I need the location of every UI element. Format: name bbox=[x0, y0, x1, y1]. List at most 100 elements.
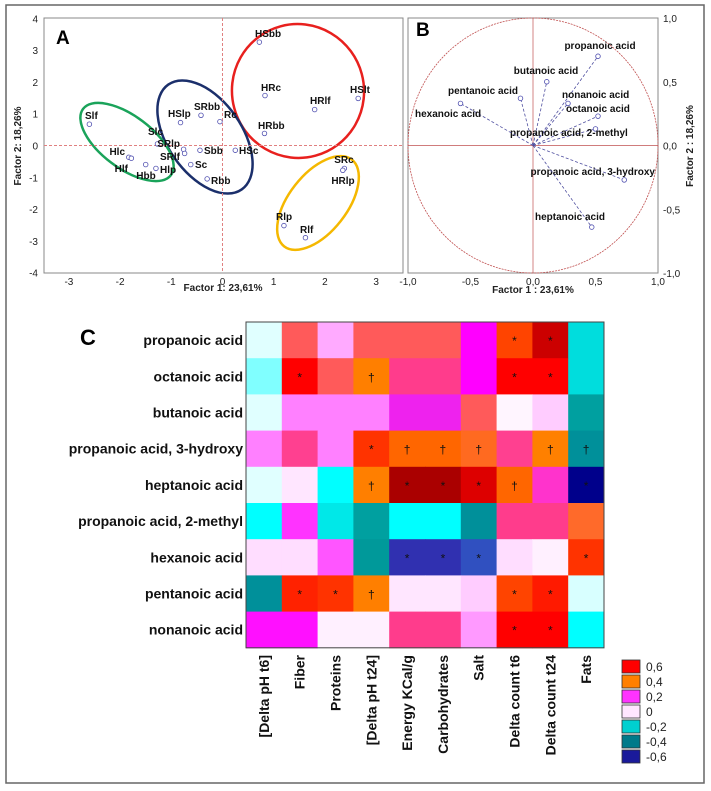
yellow-cluster-ellipse bbox=[275, 154, 361, 252]
panel-b-y-label: Factor 2 : 18,26% bbox=[685, 105, 696, 187]
heatmap-column-label: Salt bbox=[471, 655, 487, 681]
panel-a-score-plot: A Factor 1: 23,61% Factor 2: 18,26% -3 -2… bbox=[13, 14, 404, 294]
heatmap-cell bbox=[532, 358, 569, 395]
heatmap-cell bbox=[246, 611, 283, 649]
heatmap-cell bbox=[317, 466, 354, 504]
heatmap-cell bbox=[317, 575, 354, 613]
loading-vector bbox=[460, 103, 534, 146]
heatmap-cell bbox=[425, 575, 462, 613]
heatmap-cell bbox=[425, 503, 462, 540]
heatmap-cell bbox=[353, 539, 390, 576]
score-point bbox=[256, 39, 263, 45]
score-point-label: HSlp bbox=[168, 109, 191, 120]
legend-swatch bbox=[621, 689, 641, 704]
score-point-label: SRc bbox=[334, 155, 354, 166]
score-point-label: HSlt bbox=[350, 85, 371, 96]
panel-a-x-tick: 3 bbox=[373, 277, 379, 288]
heatmap-cell bbox=[425, 358, 462, 395]
score-point-label: HRc bbox=[261, 83, 281, 94]
heatmap-cell bbox=[317, 322, 354, 359]
heatmap-cell bbox=[532, 503, 569, 540]
heatmap-cell bbox=[317, 503, 354, 540]
score-point bbox=[355, 95, 361, 102]
significance-mark: * bbox=[584, 479, 589, 493]
heatmap-cell bbox=[496, 503, 533, 540]
significance-mark: * bbox=[548, 370, 553, 384]
significance-mark: * bbox=[369, 443, 374, 457]
significance-mark: * bbox=[476, 479, 481, 493]
loading-point bbox=[595, 113, 601, 119]
heatmap-cell bbox=[568, 466, 605, 504]
panel-b-x-tick: -1,0 bbox=[399, 277, 417, 288]
loading-label: butanoic acid bbox=[514, 66, 578, 77]
score-point-label: HSc bbox=[239, 146, 259, 157]
significance-mark: * bbox=[476, 551, 481, 565]
heatmap-cell bbox=[425, 611, 462, 649]
legend-label: 0,6 bbox=[646, 660, 663, 674]
significance-mark: † bbox=[475, 443, 482, 457]
heatmap-cell bbox=[532, 394, 569, 432]
significance-mark: † bbox=[368, 588, 375, 602]
heatmap-cell bbox=[460, 539, 498, 576]
score-point-label: Hlc bbox=[109, 147, 125, 158]
heatmap-cell bbox=[389, 430, 426, 468]
score-point-label: SRlp bbox=[157, 139, 180, 150]
score-point bbox=[197, 147, 203, 153]
loading-vector bbox=[532, 145, 625, 181]
heatmap-cell bbox=[460, 430, 498, 468]
heatmap-cell bbox=[568, 503, 605, 540]
heatmap-border bbox=[245, 321, 605, 649]
heatmap-column-label: Proteins bbox=[328, 655, 344, 711]
loading-point bbox=[565, 100, 571, 107]
score-point bbox=[204, 176, 210, 182]
score-point bbox=[154, 141, 161, 147]
heatmap-cell bbox=[568, 611, 605, 649]
heatmap-cell bbox=[353, 503, 390, 540]
heatmap-cell bbox=[425, 430, 462, 468]
loading-point bbox=[621, 177, 627, 183]
heatmap-cell bbox=[496, 358, 533, 395]
heatmap-column-label: Delta count t24 bbox=[542, 655, 558, 756]
panel-b-y-tick: 0,0 bbox=[663, 142, 677, 153]
heatmap-row-label: pentanoic acid bbox=[145, 586, 243, 602]
heatmap-cell bbox=[246, 466, 283, 504]
score-point-label: HSbb bbox=[255, 29, 281, 40]
score-point bbox=[340, 167, 346, 174]
heatmap-cell bbox=[389, 611, 426, 649]
significance-mark: * bbox=[548, 334, 553, 348]
heatmap-row-label: propanoic acid, 2-methyl bbox=[78, 513, 243, 529]
heatmap-cell bbox=[353, 466, 390, 504]
panel-c-letter: C bbox=[80, 325, 96, 350]
heatmap-cell bbox=[353, 358, 390, 395]
heatmap-cell bbox=[568, 539, 605, 576]
heatmap-cell bbox=[425, 322, 462, 359]
loading-vector bbox=[532, 145, 593, 228]
heatmap-cell bbox=[496, 539, 533, 576]
loading-label: octanoic acid bbox=[566, 104, 630, 115]
score-point-label: Rbb bbox=[211, 176, 230, 187]
score-point-label: HRbb bbox=[258, 121, 285, 132]
panel-b-y-tick: -0,5 bbox=[663, 205, 681, 216]
heatmap-column-label: Fats bbox=[578, 655, 594, 684]
score-point bbox=[311, 106, 318, 113]
heatmap-cell bbox=[389, 394, 426, 432]
significance-mark: * bbox=[441, 479, 446, 493]
heatmap-cell bbox=[460, 503, 498, 540]
loading-point bbox=[457, 100, 464, 107]
panel-b-letter: B bbox=[416, 20, 430, 41]
significance-mark: † bbox=[404, 443, 411, 457]
heatmap-cell bbox=[496, 611, 533, 649]
panel-b-y-tick: -1,0 bbox=[663, 269, 681, 280]
heatmap-cell bbox=[532, 611, 569, 649]
heatmap-cell bbox=[317, 358, 354, 395]
heatmap-cell bbox=[532, 575, 569, 613]
panel-a-x-label: Factor 1: 23,61% bbox=[184, 283, 263, 294]
loading-point bbox=[589, 224, 595, 230]
heatmap-row-label: nonanoic acid bbox=[149, 622, 243, 638]
score-point-label: Rlf bbox=[300, 225, 314, 236]
panel-a-y-tick: -2 bbox=[29, 205, 38, 216]
score-point bbox=[262, 92, 268, 99]
panel-a-y-tick: 1 bbox=[32, 110, 38, 121]
heatmap-cell bbox=[568, 430, 605, 468]
loading-point bbox=[517, 95, 524, 102]
